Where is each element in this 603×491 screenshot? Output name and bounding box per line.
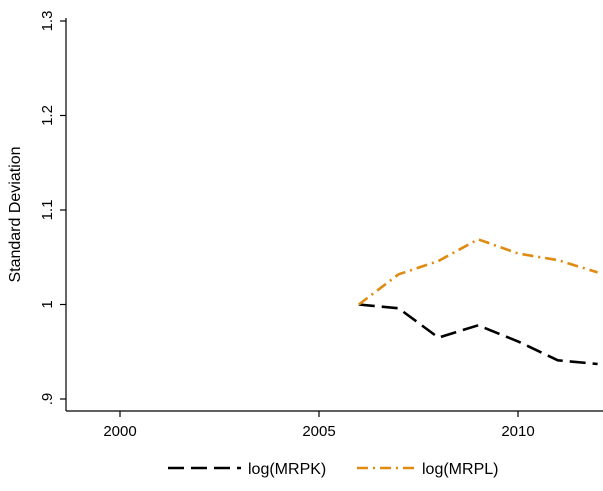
y-tick-label: 1 (39, 300, 56, 308)
y-tick-label: 1.3 (39, 11, 56, 32)
y-tick-label: .9 (39, 393, 56, 406)
series-lines (358, 238, 598, 366)
legend-label-0: log(MRPK) (248, 461, 326, 478)
y-axis-title: Standard Deviation (7, 146, 24, 282)
y-tick-label: 1.1 (39, 200, 56, 221)
x-tick-label: 2010 (501, 423, 534, 440)
legend-label-1: log(MRPL) (422, 461, 498, 478)
series-line-1 (358, 238, 598, 306)
y-tick-label: 1.2 (39, 105, 56, 126)
legend: log(MRPK) log(MRPL) (168, 461, 498, 478)
x-tick-label: 2000 (103, 423, 136, 440)
x-tick-label: 2005 (302, 423, 335, 440)
series-line-0 (358, 303, 598, 366)
axes: .9 1 1.1 1.2 1.3 2000 2005 2010 (39, 11, 603, 440)
